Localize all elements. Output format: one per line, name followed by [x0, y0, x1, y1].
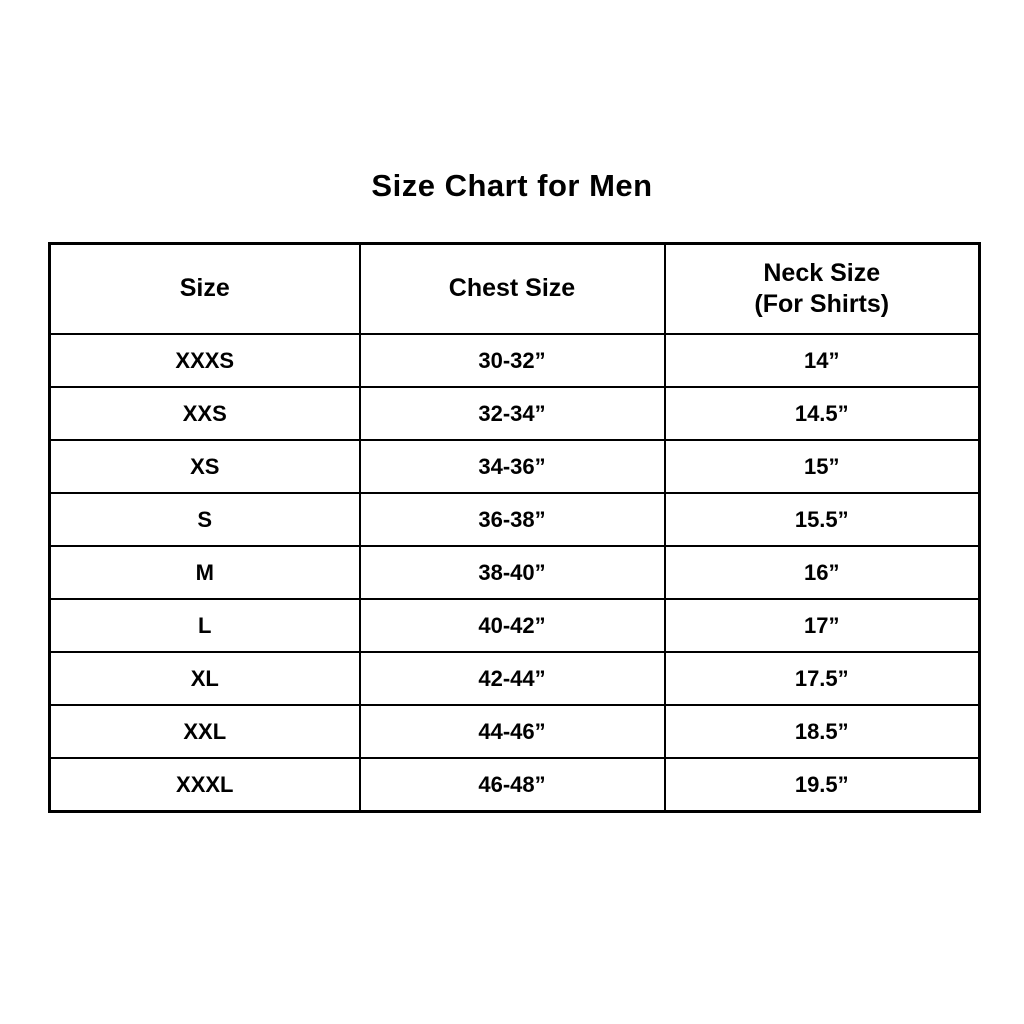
neck-size-cell: 18.5”	[663, 704, 981, 759]
size-cell: L	[48, 598, 361, 653]
neck-size-cell: 16”	[663, 545, 981, 600]
page-title: Size Chart for Men	[371, 168, 653, 203]
header-chest-label: Chest Size	[448, 274, 576, 303]
table-row: S 36-38” 15.5”	[48, 492, 981, 547]
chest-size-cell: 38-40”	[358, 545, 666, 600]
chest-size-cell: 34-36”	[358, 439, 666, 494]
neck-size-cell: 17”	[663, 598, 981, 653]
size-cell: XXXS	[48, 333, 361, 388]
header-neck-line1: Neck Size	[763, 258, 881, 287]
size-cell: XXL	[48, 704, 361, 759]
column-header-neck-size: Neck Size (For Shirts)	[663, 242, 981, 335]
chest-size-cell: 40-42”	[358, 598, 666, 653]
neck-size-cell: 15.5”	[663, 492, 981, 547]
size-cell: XXS	[48, 386, 361, 441]
size-cell: XL	[48, 651, 361, 706]
table-row: XL 42-44” 17.5”	[48, 651, 981, 706]
neck-size-cell: 17.5”	[663, 651, 981, 706]
size-cell: M	[48, 545, 361, 600]
neck-size-cell: 19.5”	[663, 757, 981, 813]
chest-size-cell: 32-34”	[358, 386, 666, 441]
column-header-chest-size: Chest Size	[358, 242, 666, 335]
table-row: XXXL 46-48” 19.5”	[48, 757, 981, 813]
table-row: XXS 32-34” 14.5”	[48, 386, 981, 441]
chest-size-cell: 46-48”	[358, 757, 666, 813]
table-row: XXXS 30-32” 14”	[48, 333, 981, 388]
header-neck-line2: (For Shirts)	[754, 290, 890, 318]
size-chart-table: Size Chest Size Neck Size (For Shirts) X…	[48, 242, 981, 813]
neck-size-cell: 15”	[663, 439, 981, 494]
header-size-label: Size	[179, 274, 230, 303]
table-row: L 40-42” 17”	[48, 598, 981, 653]
table-row: M 38-40” 16”	[48, 545, 981, 600]
size-cell: XXXL	[48, 757, 361, 813]
size-cell: XS	[48, 439, 361, 494]
column-header-size: Size	[48, 242, 361, 335]
header-row: Size Chest Size Neck Size (For Shirts)	[48, 242, 981, 335]
neck-size-cell: 14”	[663, 333, 981, 388]
chest-size-cell: 30-32”	[358, 333, 666, 388]
chest-size-cell: 42-44”	[358, 651, 666, 706]
table-row: XS 34-36” 15”	[48, 439, 981, 494]
table-row: XXL 44-46” 18.5”	[48, 704, 981, 759]
size-cell: S	[48, 492, 361, 547]
chest-size-cell: 36-38”	[358, 492, 666, 547]
chest-size-cell: 44-46”	[358, 704, 666, 759]
neck-size-cell: 14.5”	[663, 386, 981, 441]
